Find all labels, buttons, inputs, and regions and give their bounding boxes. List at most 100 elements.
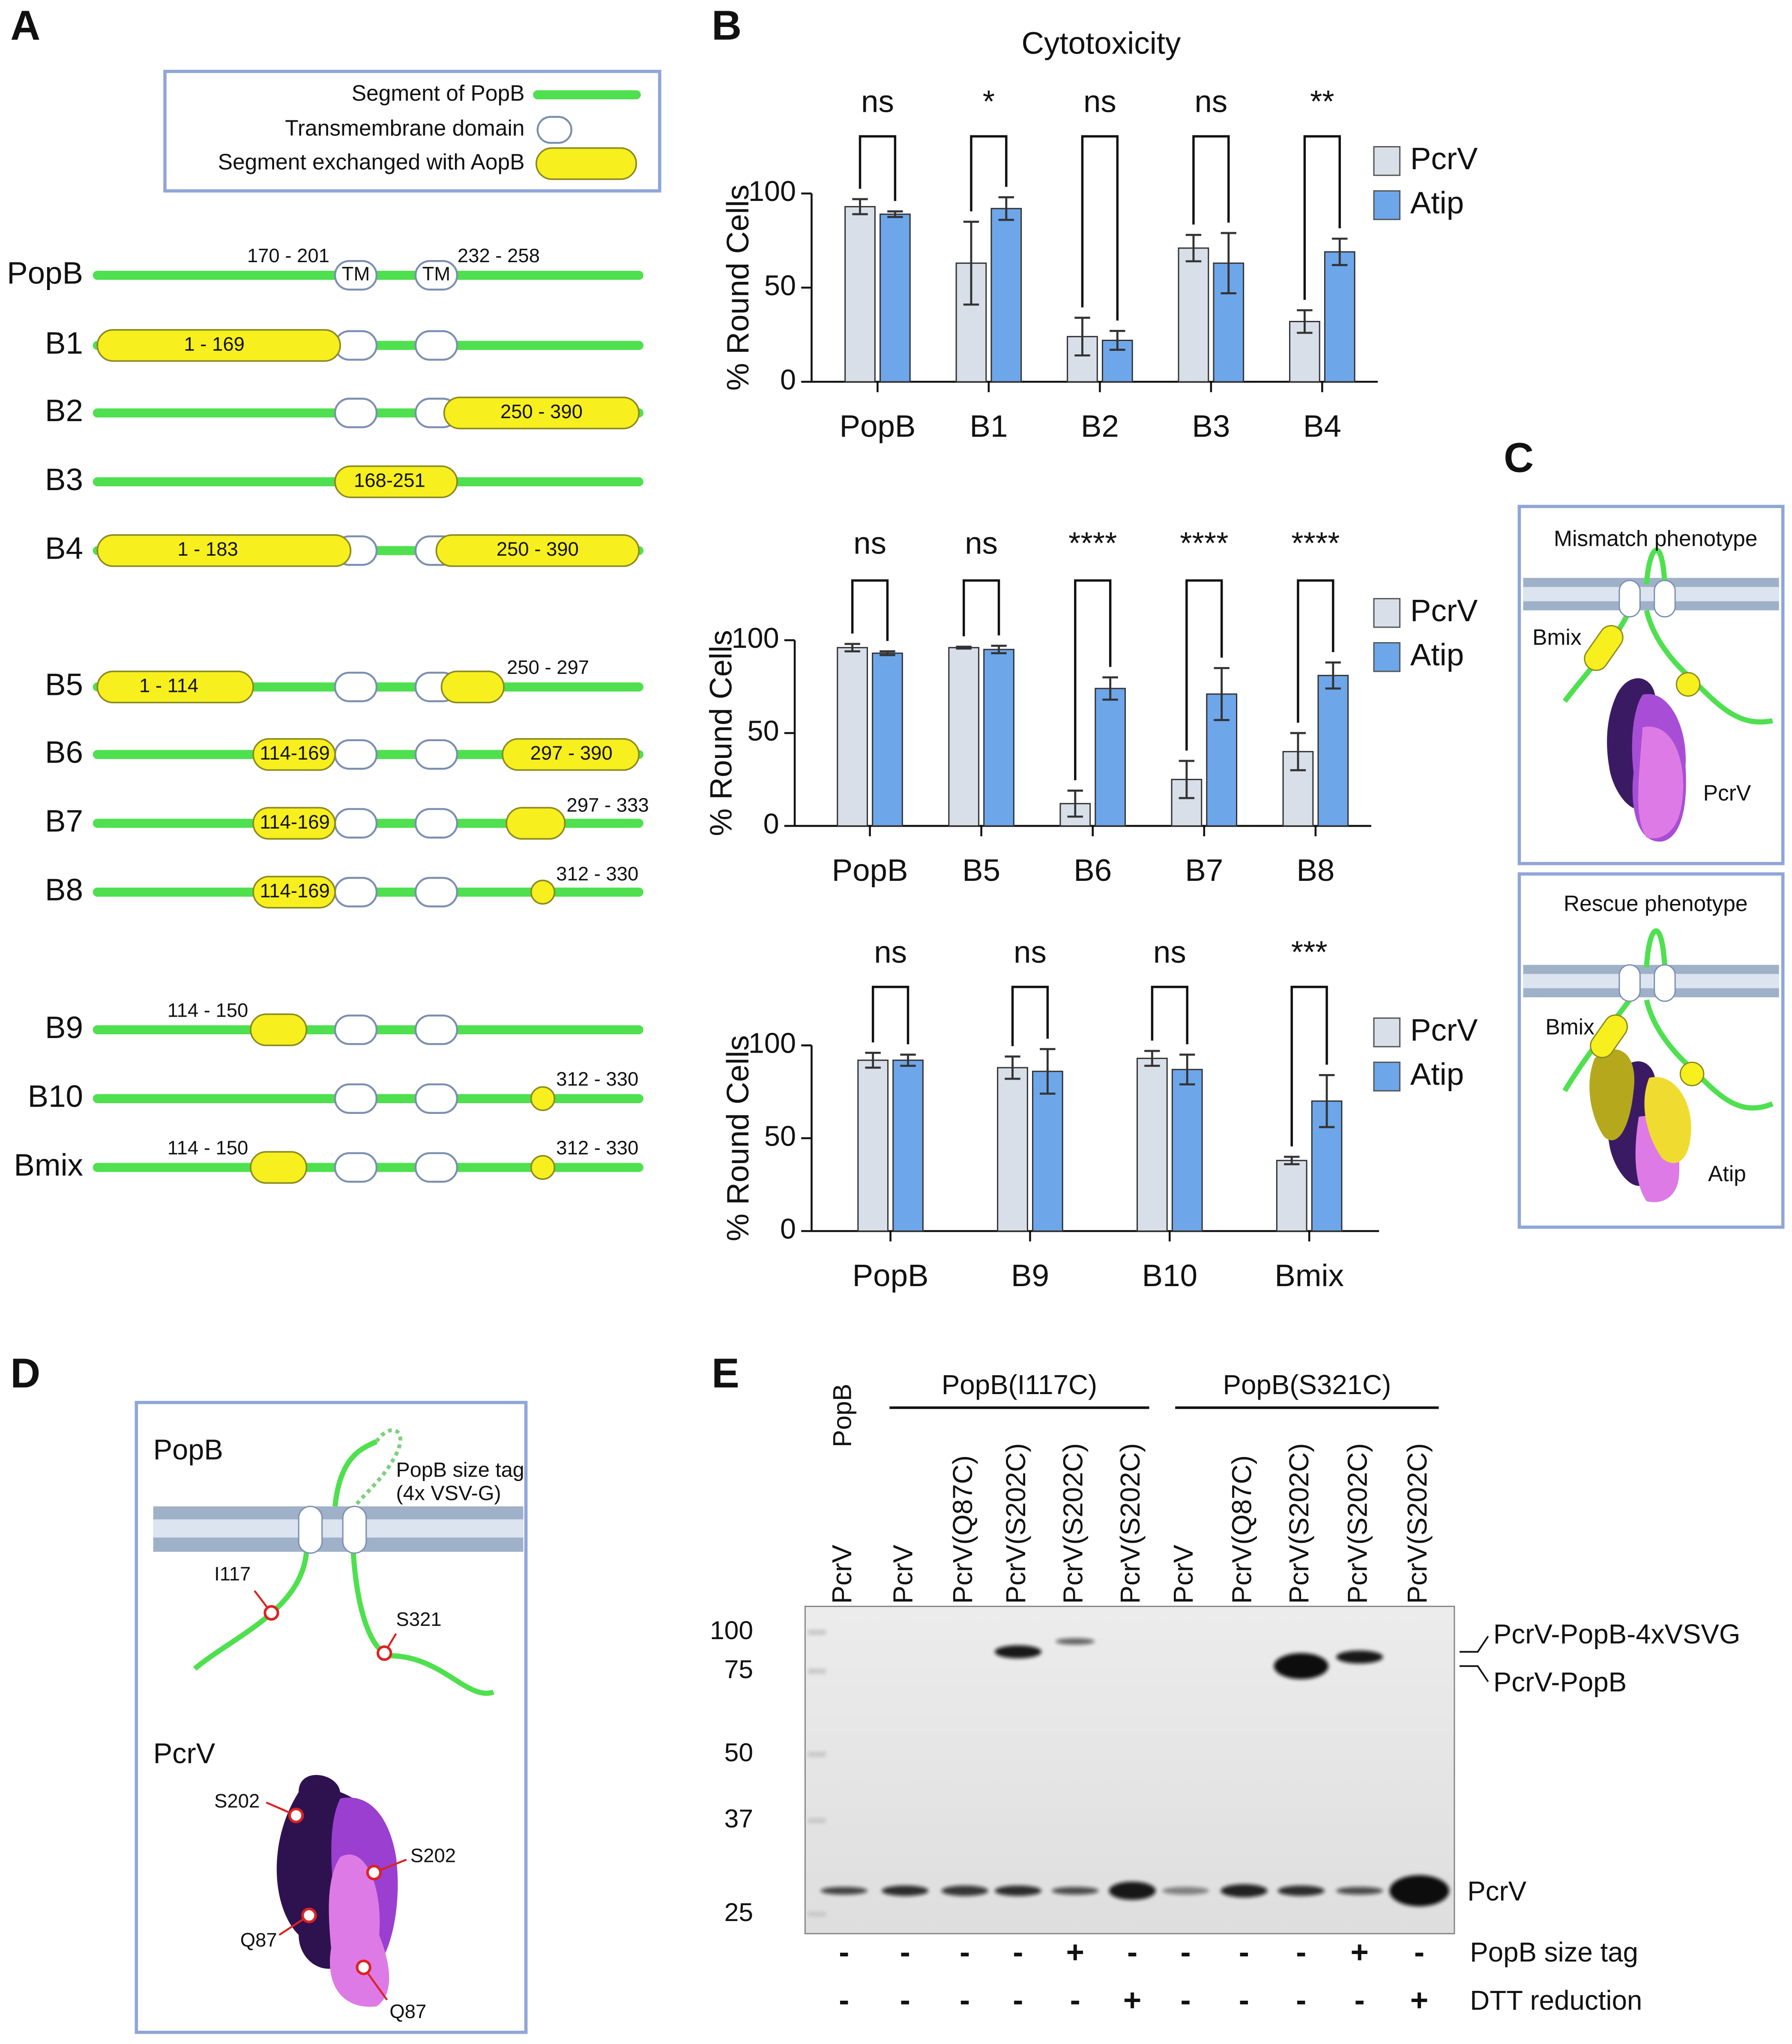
segment-label: 297 - 390 [530, 742, 613, 764]
tm-domain [1654, 964, 1676, 1002]
construct-name: B5 [45, 667, 83, 702]
membrane-core [153, 1519, 524, 1538]
site-marker [377, 1645, 392, 1661]
pcrv-subunit [329, 1854, 389, 2007]
segment-label: 114-169 [260, 742, 329, 764]
error-bar [1214, 667, 1230, 721]
error-bar [1102, 676, 1118, 701]
condition-sign: - [1296, 1935, 1306, 1969]
band [1162, 1887, 1209, 1895]
tag-label: (4x VSV-G) [396, 1482, 501, 1505]
y-tick-label: 50 [748, 715, 779, 747]
bar [1276, 1160, 1307, 1232]
exchanged-segment [250, 1151, 308, 1184]
lane-label: PcrV(S202C) [1402, 1443, 1433, 1604]
lane-label: PcrV(Q87C) [1227, 1455, 1257, 1604]
condition-sign: - [1239, 1935, 1249, 1969]
panel-label: A [10, 2, 40, 48]
site-marker [356, 1959, 371, 1975]
significance-label: ns [874, 935, 907, 970]
tm-domain [334, 1083, 378, 1114]
band [1389, 1875, 1449, 1906]
segment-label: 297 - 333 [567, 794, 649, 816]
exchanged-segment [530, 880, 556, 905]
error-bar [1179, 1053, 1195, 1086]
site-label: S202 [214, 1790, 260, 1812]
legend-label: Segment of PopB [352, 81, 525, 105]
panel-c-rescue [1517, 872, 1785, 1229]
site-label: I117 [214, 1563, 251, 1585]
legend-swatch [1373, 642, 1401, 672]
phenotype-title: Mismatch phenotype [1554, 526, 1757, 551]
band [941, 1885, 988, 1896]
legend-label: PcrV [1410, 1013, 1478, 1047]
bar [1137, 1057, 1168, 1232]
x-tick-label: B2 [1081, 409, 1119, 443]
error-bar [880, 650, 895, 656]
tm-domain [298, 1505, 323, 1554]
tm-domain [414, 1152, 458, 1183]
exchanged-segment [96, 670, 254, 703]
panel-d [135, 1401, 528, 2034]
legend-swatch [1373, 146, 1401, 176]
condition-label: DTT reduction [1470, 1985, 1642, 2016]
bar [983, 649, 1014, 827]
segment-label: 250 - 390 [497, 538, 579, 560]
condition-sign: + [1350, 1935, 1368, 1969]
condition-sign: - [839, 1983, 849, 2017]
legend-label: Transmembrane domain [285, 116, 524, 141]
error-bar [998, 196, 1014, 221]
exchanged-segment [530, 1155, 556, 1180]
segment-label: 312 - 330 [556, 863, 638, 885]
x-tick-label: B8 [1296, 853, 1334, 888]
x-tick-label: Bmix [1274, 1258, 1344, 1293]
lane-label: PcrV(S202C) [1115, 1443, 1146, 1604]
exchanged-segment [1675, 672, 1701, 697]
condition-sign: - [1070, 1983, 1080, 2017]
segment-label: TM [422, 263, 451, 285]
tm-domain [334, 398, 378, 428]
exchanged-segment [440, 670, 505, 703]
band [1274, 1653, 1328, 1679]
group-label: PopB(I117C) [942, 1370, 1097, 1400]
panel-label: D [10, 1350, 40, 1397]
significance-label: ns [1014, 935, 1047, 970]
error-bar [963, 221, 979, 306]
band [820, 1887, 868, 1895]
y-axis-title: % Round Cells [721, 185, 755, 391]
band [882, 1885, 929, 1896]
mw-marker: 75 [724, 1655, 753, 1684]
legend-label: Atip [1410, 637, 1464, 672]
significance-bracket [871, 985, 909, 1044]
tm-domain [1618, 964, 1641, 1002]
lane-label: PcrV [888, 1544, 918, 1604]
protein-title: PopB [153, 1434, 223, 1466]
x-tick-label: B9 [1011, 1258, 1049, 1293]
y-tick-label: 0 [780, 1213, 796, 1245]
group-label: PopB(S321C) [1223, 1370, 1391, 1400]
bar [857, 1059, 889, 1232]
lane-label: PcrV [1168, 1544, 1199, 1604]
atip-subunit [1644, 1077, 1691, 1163]
exchanged-segment [96, 329, 341, 362]
error-bar [865, 1051, 881, 1069]
y-tick-label: 50 [764, 270, 796, 302]
error-bar [1040, 1048, 1056, 1095]
membrane-core [1523, 587, 1779, 602]
band-pointer [1460, 1636, 1489, 1653]
legend-swatch [1373, 1017, 1401, 1047]
condition-sign: - [1180, 1935, 1191, 1969]
legend-icon-tm [536, 116, 572, 144]
site-label: S202 [410, 1845, 456, 1867]
error-bar [1005, 1055, 1020, 1080]
x-tick-label: B5 [962, 853, 1000, 888]
y-tick-label: 50 [764, 1120, 796, 1152]
diagram-label: Atip [1708, 1161, 1746, 1186]
legend-label: Atip [1410, 186, 1464, 220]
bar [837, 647, 868, 827]
site-marker [366, 1864, 382, 1881]
significance-label: ns [965, 526, 998, 560]
